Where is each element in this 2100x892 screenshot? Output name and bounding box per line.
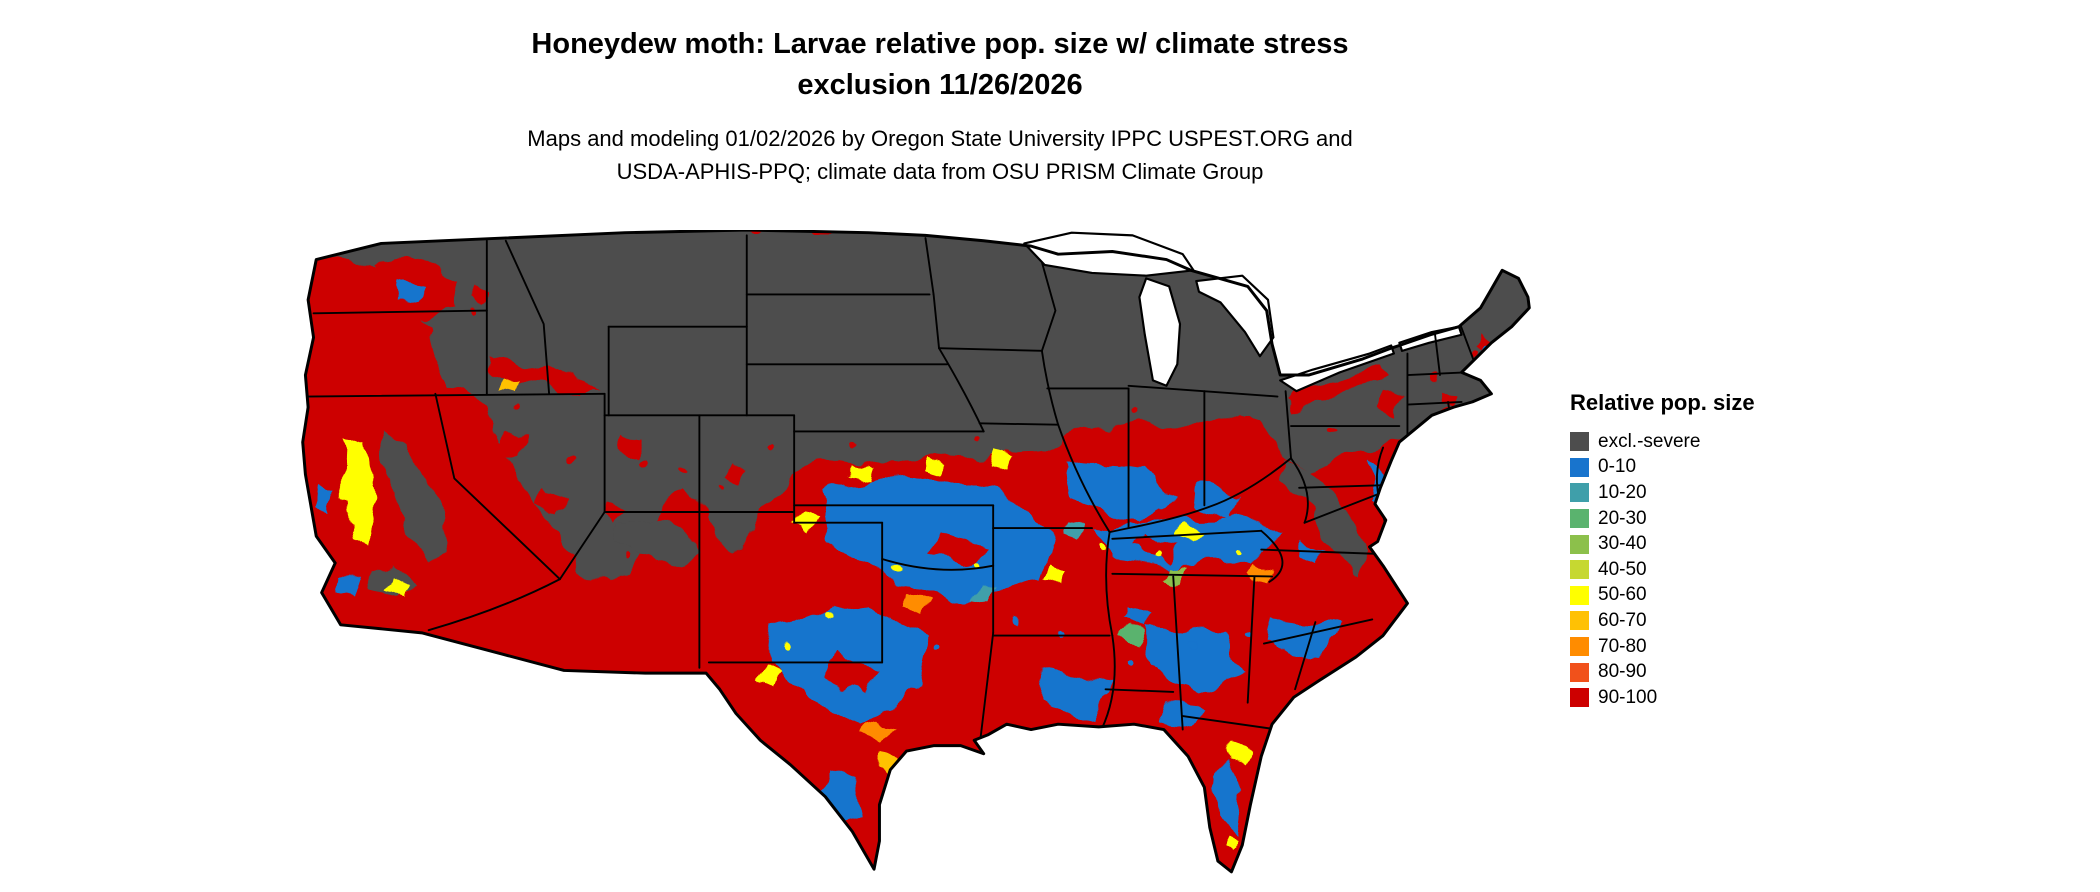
legend-swatch xyxy=(1570,509,1589,529)
legend-item-label: 40-50 xyxy=(1598,558,1647,580)
conus-map-svg xyxy=(301,230,1531,874)
page-title-line1: Honeydew moth: Larvae relative pop. size… xyxy=(531,28,1349,60)
legend-item-label: 70-80 xyxy=(1598,635,1647,657)
legend-item: 10-20 xyxy=(1570,480,1755,506)
legend-item-label: 90-100 xyxy=(1598,686,1658,708)
legend-swatch xyxy=(1570,432,1589,452)
legend-item: 30-40 xyxy=(1570,531,1755,557)
legend-swatch xyxy=(1570,483,1589,503)
legend-swatch xyxy=(1570,688,1589,708)
legend-item: 0-10 xyxy=(1570,455,1755,481)
national-border xyxy=(301,230,1531,874)
page-subtitle-line1: Maps and modeling 01/02/2026 by Oregon S… xyxy=(527,126,1353,151)
legend-swatch xyxy=(1570,585,1589,605)
legend-item-label: 20-30 xyxy=(1598,507,1647,529)
legend-item-label: 50-60 xyxy=(1598,584,1647,606)
legend-swatch xyxy=(1570,560,1589,580)
page-title-line2: exclusion 11/26/2026 xyxy=(797,69,1083,101)
page-subtitle: Maps and modeling 01/02/2026 by Oregon S… xyxy=(0,122,1880,188)
raster-layer xyxy=(302,230,1530,872)
legend-item-label: excl.-severe xyxy=(1598,430,1701,452)
page-subtitle-line2: USDA-APHIS-PPQ; climate data from OSU PR… xyxy=(616,159,1264,184)
legend-swatch xyxy=(1570,662,1589,682)
page-title: Honeydew moth: Larvae relative pop. size… xyxy=(0,24,1880,106)
legend-item: 50-60 xyxy=(1570,583,1755,609)
legend: Relative pop. size excl.-severe 0-10 10-20… xyxy=(1570,390,1755,711)
state-boundaries xyxy=(304,234,1477,747)
legend-title: Relative pop. size xyxy=(1570,390,1755,415)
legend-swatch xyxy=(1570,457,1589,477)
legend-item-label: 10-20 xyxy=(1598,481,1647,503)
legend-item: 60-70 xyxy=(1570,608,1755,634)
legend-item: 70-80 xyxy=(1570,634,1755,660)
legend-item: excl.-severe xyxy=(1570,429,1755,455)
legend-item-label: 80-90 xyxy=(1598,661,1647,683)
legend-item: 90-100 xyxy=(1570,685,1755,711)
legend-swatch xyxy=(1570,534,1589,554)
us-population-map xyxy=(300,230,1532,888)
legend-item-label: 0-10 xyxy=(1598,456,1637,478)
legend-item: 40-50 xyxy=(1570,557,1755,583)
legend-item-label: 60-70 xyxy=(1598,609,1647,631)
legend-swatch xyxy=(1570,611,1589,631)
legend-item-label: 30-40 xyxy=(1598,533,1647,555)
legend-item: 20-30 xyxy=(1570,506,1755,532)
legend-item: 80-90 xyxy=(1570,659,1755,685)
lake-michigan xyxy=(1138,277,1182,387)
legend-swatch xyxy=(1570,637,1589,657)
lake-ontario xyxy=(1398,325,1463,352)
legend-items: excl.-severe 0-10 10-20 20-30 30-40 40-50 50-6… xyxy=(1570,429,1755,711)
